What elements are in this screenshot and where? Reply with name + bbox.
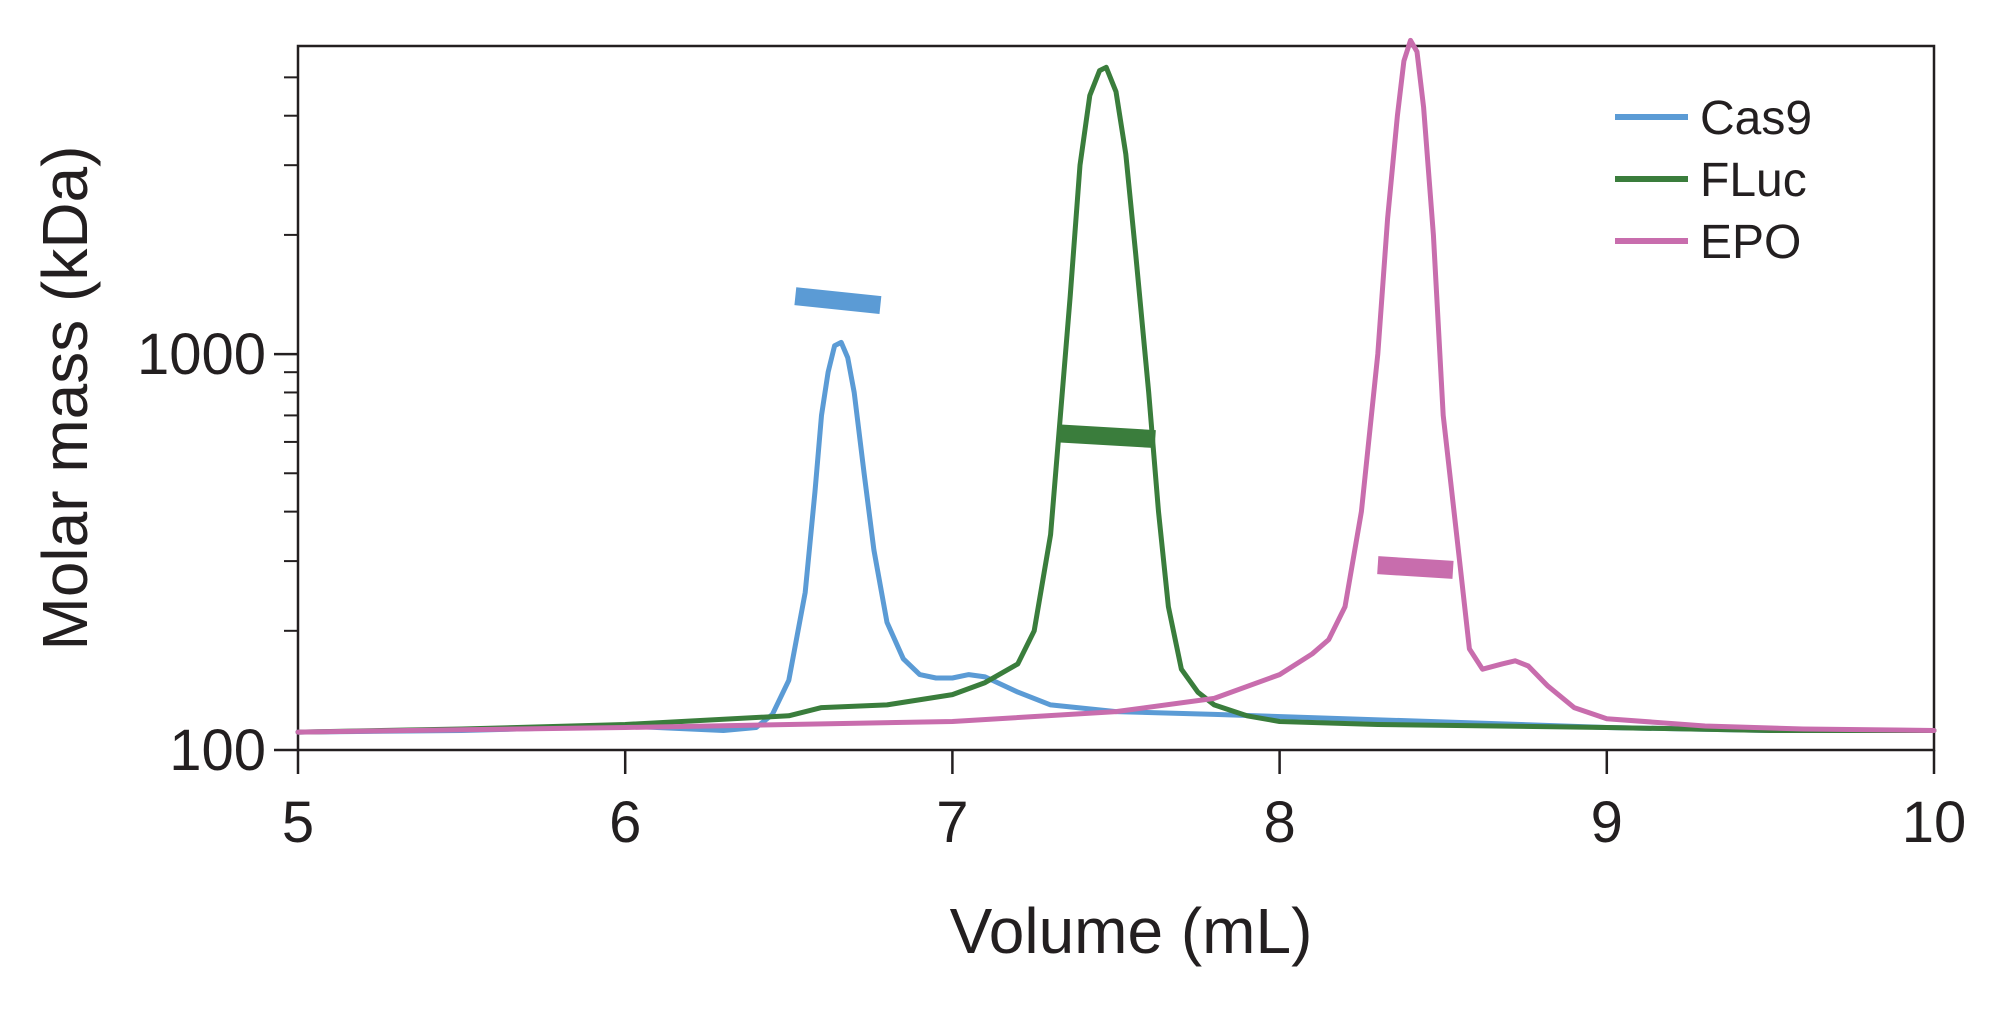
legend-label-epo: EPO — [1700, 216, 1801, 269]
plot-area-frame — [296, 44, 1936, 752]
legend-label-fluc: FLuc — [1700, 154, 1807, 207]
x-axis-title: Volume (mL) — [950, 895, 1313, 967]
x-tick-label: 5 — [282, 790, 314, 855]
x-tick-label: 10 — [1902, 790, 1967, 855]
x-tick-label: 6 — [609, 790, 641, 855]
y-minor-ticks — [284, 76, 298, 632]
x-tick-labels: 5 6 7 8 9 10 — [282, 790, 1966, 855]
molar-mass-segment-cas9 — [794, 287, 882, 315]
molar-mass-segments — [794, 287, 1454, 579]
molar-mass-segment-epo — [1377, 556, 1454, 579]
y-axis-title: Molar mass (kDa) — [29, 146, 101, 651]
legend: Cas9 FLuc EPO — [1615, 92, 1812, 269]
molar-mass-segment-fluc — [1059, 424, 1156, 449]
series-lines — [295, 37, 1937, 735]
x-ticks — [296, 750, 1936, 774]
y-major-ticks — [274, 352, 298, 752]
y-tick-label: 1000 — [137, 322, 266, 387]
y-tick-label: 100 — [169, 718, 266, 783]
series-line-epo — [295, 37, 1937, 735]
series-line-fluc — [295, 64, 1937, 735]
y-tick-labels: 100 1000 — [137, 322, 266, 783]
series-line-cas9 — [295, 339, 1937, 735]
legend-label-cas9: Cas9 — [1700, 92, 1812, 145]
x-tick-label: 9 — [1591, 790, 1623, 855]
x-tick-label: 8 — [1263, 790, 1295, 855]
x-tick-label: 7 — [936, 790, 968, 855]
